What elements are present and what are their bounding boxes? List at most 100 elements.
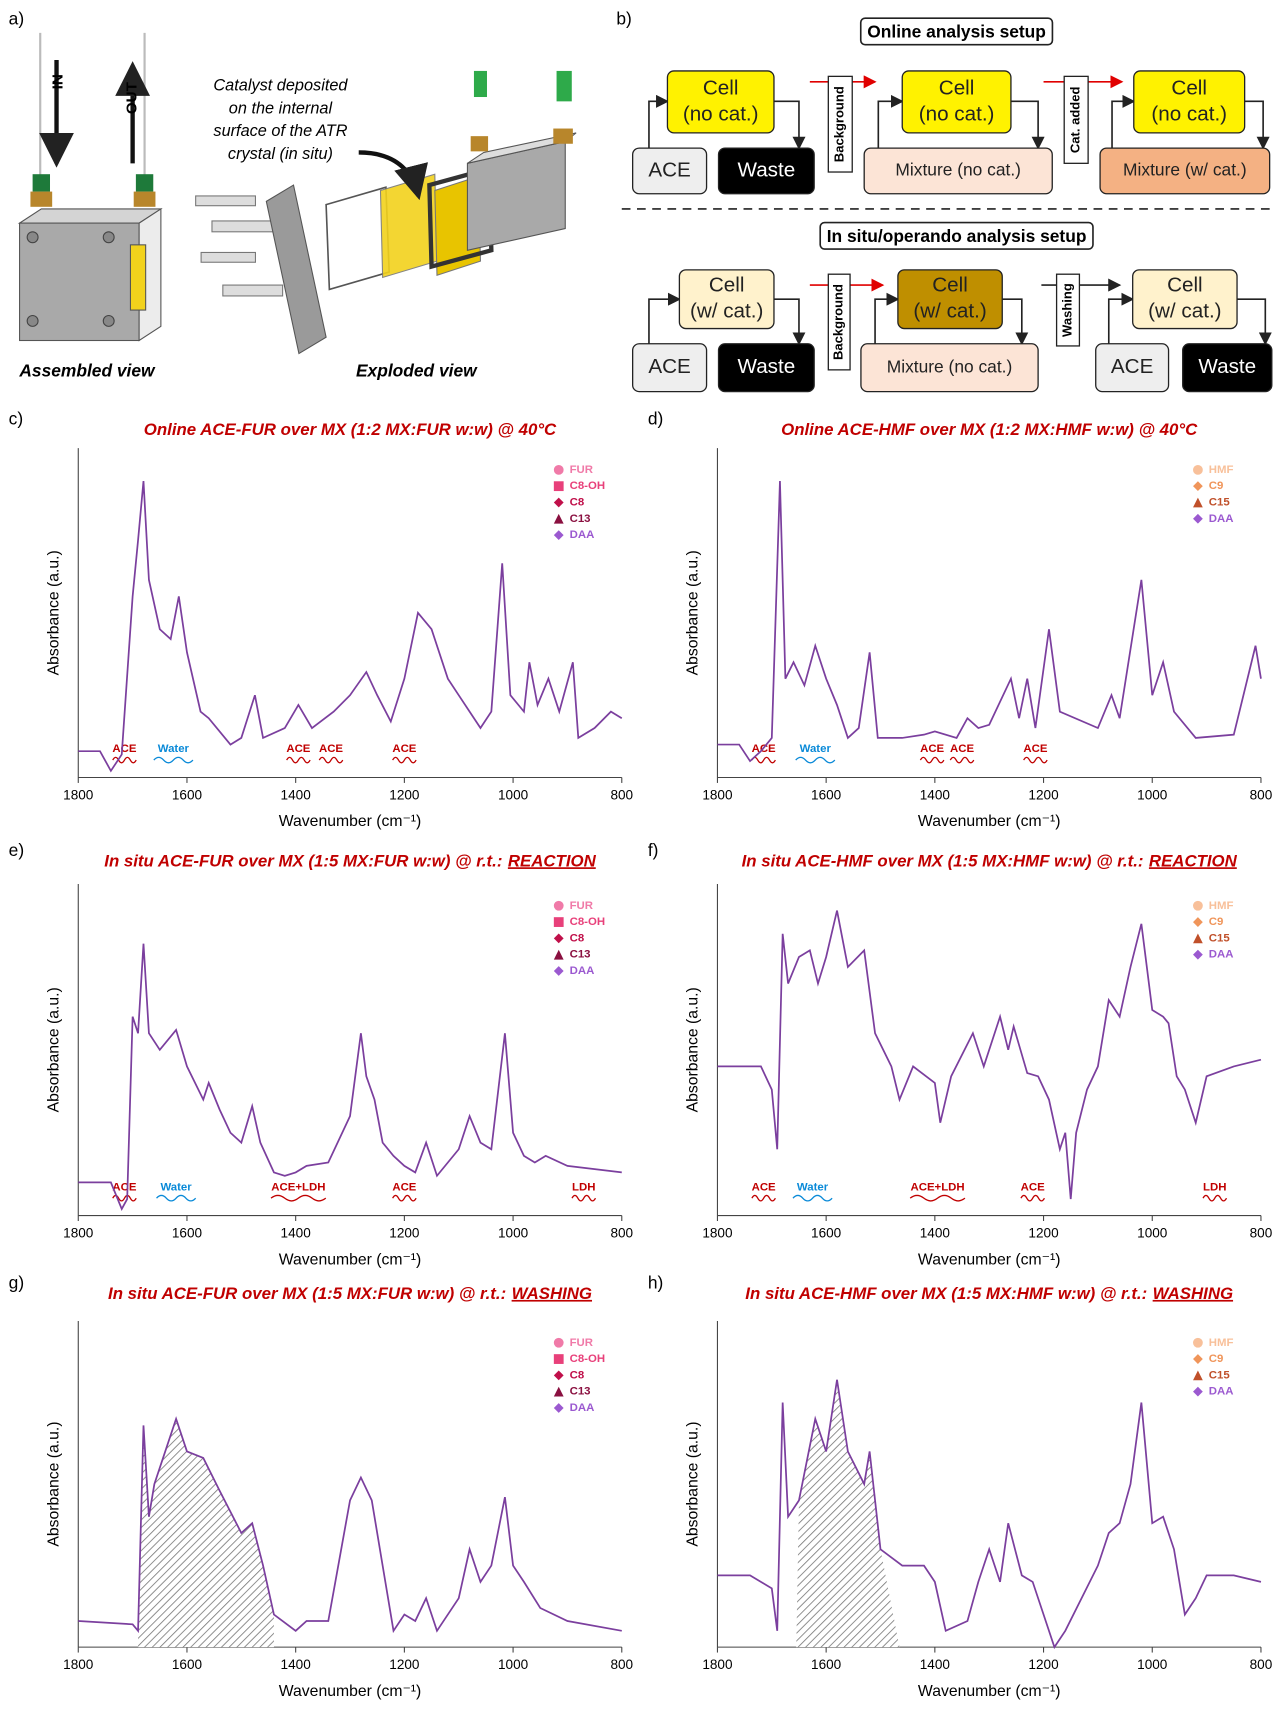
legend-label: HMF <box>1209 900 1234 912</box>
band-squiggle <box>793 1195 832 1200</box>
legend-label: FUR <box>570 464 593 476</box>
y-axis-label: Absorbance (a.u.) <box>685 550 702 675</box>
x-tick-label: 1400 <box>920 1657 951 1672</box>
box-label: ACE <box>648 158 690 181</box>
y-axis-label: Absorbance (a.u.) <box>46 550 63 675</box>
x-tick-label: 1800 <box>63 788 94 803</box>
x-tick-label: 1600 <box>811 1657 842 1672</box>
legend-marker <box>1193 465 1203 475</box>
shaded-area <box>138 1419 274 1647</box>
legend-marker <box>554 917 564 927</box>
x-axis-label: Wavenumber (cm⁻¹) <box>918 1683 1061 1700</box>
box-label: Mixture (no cat.) <box>887 356 1013 376</box>
connector <box>774 101 799 148</box>
box-label: Waste <box>1198 355 1256 378</box>
x-tick-label: 800 <box>1250 1657 1273 1672</box>
legend-marker <box>1193 901 1203 911</box>
legend-label: C8-OH <box>570 1353 606 1365</box>
connector <box>878 101 902 148</box>
legend-label: HMF <box>1209 464 1234 476</box>
caption-line: Catalyst deposited <box>213 76 348 94</box>
box-label: ACE <box>1111 355 1153 378</box>
caption-line: surface of the ATR <box>213 122 347 140</box>
box-label: Cell <box>709 274 745 297</box>
chart-title: Online ACE-FUR over MX (1:2 MX:FUR w:w) … <box>144 420 557 439</box>
y-axis-label: Absorbance (a.u.) <box>685 1421 702 1546</box>
x-tick-label: 1200 <box>389 788 420 803</box>
x-axis-label: Wavenumber (cm⁻¹) <box>279 813 421 830</box>
box-label: (no cat.) <box>1151 102 1227 125</box>
box-label: ACE <box>648 355 690 378</box>
chart-title: In situ ACE-HMF over MX (1:5 MX:HMF w:w)… <box>745 1284 1233 1303</box>
legend-label: C13 <box>570 513 591 525</box>
chart-title: Online ACE-HMF over MX (1:2 MX:HMF w:w) … <box>781 420 1198 439</box>
x-tick-label: 1000 <box>1137 1226 1168 1241</box>
band-squiggle <box>1024 757 1047 762</box>
band-squiggle <box>752 757 775 762</box>
x-tick-label: 1000 <box>1137 1657 1168 1672</box>
x-axis-label: Wavenumber (cm⁻¹) <box>279 1683 421 1700</box>
x-axis-label: Wavenumber (cm⁻¹) <box>279 1251 421 1268</box>
band-label: ACE+LDH <box>271 1181 325 1193</box>
box-label: (no cat.) <box>919 102 995 125</box>
legend-marker <box>1193 933 1203 943</box>
band-label: LDH <box>1203 1181 1226 1193</box>
step-label: Cat. added <box>1068 87 1083 154</box>
legend-label: DAA <box>570 529 595 541</box>
connector <box>1112 101 1134 148</box>
x-tick-label: 1400 <box>281 1657 312 1672</box>
legend-marker <box>554 1338 564 1348</box>
x-tick-label: 1400 <box>281 1226 312 1241</box>
connector <box>1237 299 1265 344</box>
x-tick-label: 800 <box>1250 788 1273 803</box>
legend-marker <box>1193 950 1203 960</box>
legend-label: C13 <box>570 1386 591 1398</box>
band-label: ACE <box>112 743 136 755</box>
legend-marker <box>1193 498 1203 508</box>
legend-marker <box>554 901 564 911</box>
legend-marker <box>554 1403 564 1413</box>
box-label: (no cat.) <box>683 102 759 125</box>
legend-label: FUR <box>570 900 593 912</box>
inlet-label: NI <box>49 74 66 89</box>
x-tick-label: 1800 <box>63 1657 94 1672</box>
band-label: ACE <box>112 1181 136 1193</box>
legend-label: C9 <box>1209 480 1224 492</box>
band-squiggle <box>572 1195 595 1200</box>
legend-marker <box>554 950 564 960</box>
box-label: Cell <box>1167 274 1203 297</box>
legend-label: DAA <box>570 1402 595 1414</box>
x-tick-label: 1800 <box>63 1226 94 1241</box>
band-squiggle <box>1203 1195 1226 1200</box>
x-tick-label: 800 <box>610 1226 633 1241</box>
band-squiggle <box>910 1195 965 1200</box>
band-squiggle <box>950 757 973 762</box>
y-axis-label: Absorbance (a.u.) <box>685 987 702 1112</box>
legend-marker <box>554 465 564 475</box>
connector <box>875 299 898 344</box>
box-label: Mixture (no cat.) <box>895 160 1021 180</box>
x-tick-label: 1600 <box>172 1657 203 1672</box>
view-label: Assembled view <box>18 361 156 381</box>
legend-marker <box>1193 1354 1203 1364</box>
figure: a)NIOUTCatalyst depositedon the internal… <box>0 0 1274 1705</box>
box-label: Cell <box>1171 76 1207 99</box>
x-tick-label: 1600 <box>172 1226 203 1241</box>
legend-label: C15 <box>1209 496 1231 508</box>
legend-marker <box>1193 917 1203 927</box>
box-label: Waste <box>737 158 795 181</box>
connector <box>1109 299 1133 344</box>
x-tick-label: 1400 <box>920 1226 951 1241</box>
chart-title-emphasis: WASHING <box>1153 1284 1233 1303</box>
x-tick-label: 1000 <box>498 1657 529 1672</box>
x-tick-label: 1600 <box>811 1226 842 1241</box>
chart-title-main: In situ ACE-HMF over MX (1:5 MX:HMF w:w)… <box>742 852 1144 871</box>
legend-label: C8 <box>570 932 585 944</box>
x-tick-label: 800 <box>610 1657 633 1672</box>
panel-label: d) <box>648 408 663 428</box>
x-tick-label: 1000 <box>1137 788 1168 803</box>
step-label: Background <box>831 284 846 360</box>
chart-title-main: In situ ACE-HMF over MX (1:5 MX:HMF w:w)… <box>745 1284 1147 1303</box>
spectrum <box>717 911 1261 1199</box>
x-tick-label: 1400 <box>281 788 312 803</box>
